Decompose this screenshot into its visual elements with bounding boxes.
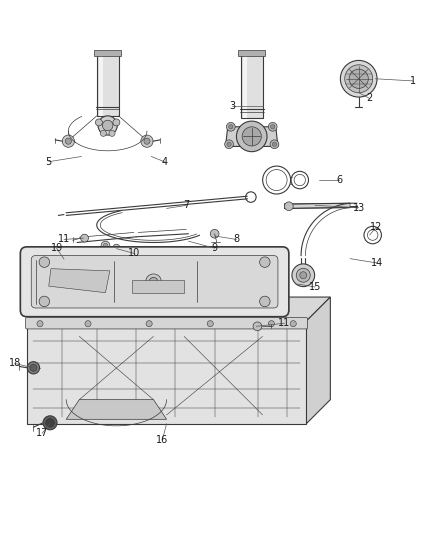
Circle shape: [285, 202, 293, 211]
Polygon shape: [132, 280, 184, 293]
Polygon shape: [27, 321, 306, 424]
Circle shape: [272, 142, 277, 147]
Text: 4: 4: [161, 157, 167, 167]
Circle shape: [268, 321, 275, 327]
Polygon shape: [97, 55, 119, 116]
Circle shape: [271, 125, 275, 129]
Text: 14: 14: [371, 258, 383, 268]
Circle shape: [46, 418, 54, 427]
Circle shape: [39, 257, 49, 268]
Circle shape: [349, 69, 368, 88]
Text: 19: 19: [50, 243, 63, 253]
Circle shape: [300, 272, 307, 279]
Circle shape: [39, 296, 49, 306]
Circle shape: [260, 296, 270, 306]
Circle shape: [65, 138, 71, 144]
Circle shape: [296, 268, 310, 282]
Text: 8: 8: [233, 235, 240, 245]
Circle shape: [146, 274, 161, 289]
Text: 10: 10: [128, 248, 140, 259]
Circle shape: [144, 138, 150, 144]
Circle shape: [340, 60, 377, 97]
Circle shape: [253, 322, 262, 330]
Circle shape: [345, 65, 373, 93]
Circle shape: [210, 229, 219, 238]
Circle shape: [225, 140, 233, 149]
Circle shape: [103, 244, 108, 248]
Circle shape: [85, 321, 91, 327]
Circle shape: [43, 416, 57, 430]
Circle shape: [270, 140, 279, 149]
Text: 3: 3: [229, 101, 235, 111]
Circle shape: [113, 119, 120, 126]
Circle shape: [141, 135, 153, 147]
Text: 9: 9: [212, 243, 218, 253]
Circle shape: [149, 277, 158, 286]
Text: 2: 2: [367, 93, 373, 103]
Circle shape: [229, 125, 233, 129]
Circle shape: [146, 321, 152, 327]
Polygon shape: [66, 400, 166, 419]
Text: 16: 16: [156, 435, 168, 445]
Circle shape: [260, 257, 270, 268]
FancyBboxPatch shape: [31, 256, 278, 308]
Polygon shape: [99, 55, 103, 116]
Circle shape: [101, 241, 110, 250]
Circle shape: [27, 362, 39, 374]
Circle shape: [207, 321, 213, 327]
Circle shape: [95, 119, 102, 126]
Circle shape: [227, 142, 231, 147]
Circle shape: [102, 120, 113, 131]
Circle shape: [62, 135, 74, 147]
Circle shape: [37, 321, 43, 327]
Polygon shape: [27, 297, 330, 321]
FancyBboxPatch shape: [20, 247, 289, 317]
Circle shape: [237, 121, 267, 152]
Text: 12: 12: [370, 222, 382, 232]
Polygon shape: [285, 203, 350, 208]
Text: 7: 7: [183, 200, 189, 211]
Text: 17: 17: [36, 429, 48, 438]
Text: 1: 1: [410, 76, 417, 86]
Circle shape: [268, 123, 277, 131]
Polygon shape: [244, 55, 247, 118]
Polygon shape: [241, 55, 263, 118]
Text: 11: 11: [58, 235, 70, 245]
Circle shape: [242, 127, 261, 146]
Circle shape: [30, 364, 37, 372]
Polygon shape: [49, 269, 110, 293]
Circle shape: [98, 116, 117, 135]
Polygon shape: [306, 297, 330, 424]
Text: 6: 6: [336, 175, 342, 185]
Text: 15: 15: [309, 282, 321, 292]
FancyBboxPatch shape: [25, 318, 307, 329]
Circle shape: [292, 264, 314, 287]
Polygon shape: [238, 51, 265, 56]
Circle shape: [113, 244, 120, 251]
Circle shape: [100, 130, 106, 136]
Circle shape: [226, 123, 235, 131]
Circle shape: [81, 234, 88, 242]
Circle shape: [290, 321, 296, 327]
Polygon shape: [94, 51, 121, 56]
Polygon shape: [226, 127, 278, 147]
Text: 11: 11: [279, 318, 291, 328]
Text: 13: 13: [353, 203, 365, 213]
Text: 18: 18: [9, 358, 21, 368]
Text: 5: 5: [46, 157, 52, 167]
Circle shape: [109, 130, 115, 136]
